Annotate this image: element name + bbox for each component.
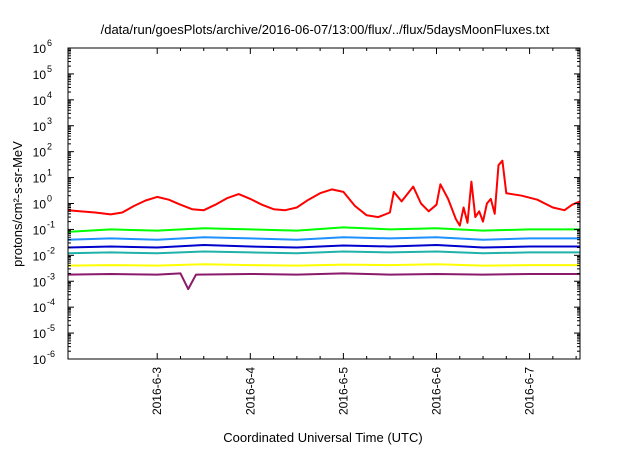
x-tick-label: 2016-6-3 (150, 367, 164, 415)
y-tick-label: 10 (33, 223, 47, 237)
series-line (67, 263, 580, 267)
y-tick-exponent: -2 (47, 245, 55, 255)
y-tick-label: 10 (33, 198, 47, 212)
y-tick-label: 10 (33, 249, 47, 263)
plot-frame (67, 47, 581, 360)
y-tick-label: 10 (33, 172, 47, 186)
y-tick-exponent: -6 (47, 349, 55, 359)
y-tick-exponent: 6 (47, 38, 52, 48)
series-line (67, 226, 580, 233)
y-tick-label: 10 (33, 327, 47, 341)
y-tick-exponent: 1 (47, 168, 52, 178)
y-tick-label: 10 (33, 301, 47, 315)
x-tick-label: 2016-6-5 (336, 367, 350, 415)
series-line (67, 236, 580, 241)
chart-title: /data/run/goesPlots/archive/2016-06-07/1… (101, 22, 550, 37)
y-tick-exponent: -4 (47, 297, 55, 307)
y-tick-exponent: 2 (47, 142, 52, 152)
y-tick-exponent: 4 (47, 90, 52, 100)
y-tick-label: 10 (33, 42, 47, 56)
series-line (67, 244, 580, 249)
y-tick-exponent: -1 (47, 219, 55, 229)
y-tick-exponent: -5 (47, 323, 55, 333)
y-axis: 10 -610 -510 -410 -310 -210 -110 010 110 210 310 41… (33, 38, 580, 367)
y-tick-label: 10 (33, 353, 47, 367)
x-axis-label: Coordinated Universal Time (UTC) (223, 430, 422, 445)
y-tick-exponent: 3 (47, 116, 52, 126)
series-line (67, 159, 581, 227)
x-tick-label: 2016-6-7 (523, 367, 537, 415)
x-axis: 2016-6-3 2016-6-4 2016-6-5 2016-6-6 2016-6-7 (150, 48, 577, 415)
series-line (67, 250, 580, 255)
series-line (67, 272, 580, 291)
y-tick-label: 10 (33, 275, 47, 289)
y-axis-label: protons/cm²-s-sr-MeV (10, 141, 25, 267)
y-tick-exponent: 5 (47, 64, 52, 74)
y-tick-label: 10 (33, 120, 47, 134)
plot-area (67, 159, 581, 291)
x-tick-label: 2016-6-6 (429, 367, 443, 415)
y-tick-exponent: 0 (47, 194, 52, 204)
y-tick-exponent: -3 (47, 271, 55, 281)
y-tick-label: 10 (33, 94, 47, 108)
y-tick-label: 10 (33, 146, 47, 160)
x-tick-label: 2016-6-4 (243, 367, 257, 415)
y-tick-label: 10 (33, 68, 47, 82)
